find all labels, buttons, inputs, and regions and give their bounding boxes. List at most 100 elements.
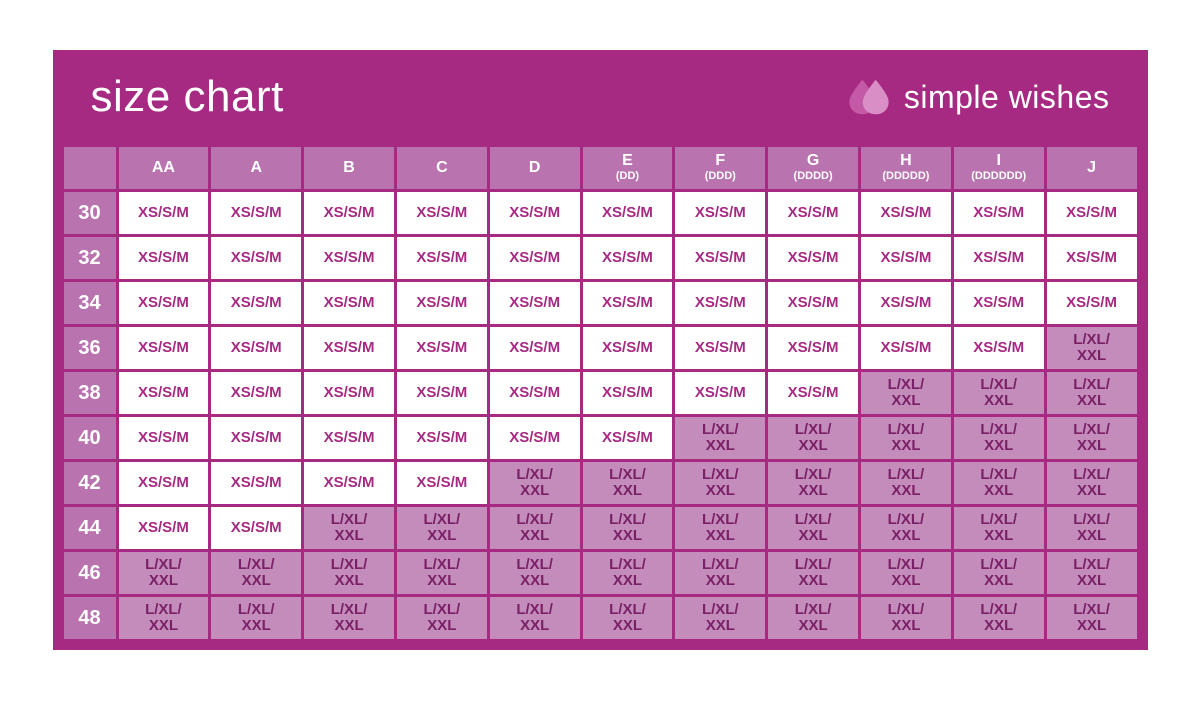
size-cell: XS/S/M (768, 282, 858, 324)
size-cell: XS/S/M (304, 372, 394, 414)
size-cell: XS/S/M (583, 237, 673, 279)
size-cell: L/XL/XXL (768, 552, 858, 594)
size-cell: L/XL/XXL (583, 552, 673, 594)
size-cell: XS/S/M (954, 192, 1044, 234)
table-row: 48L/XL/XXLL/XL/XXLL/XL/XXLL/XL/XXLL/XL/X… (64, 597, 1137, 639)
size-cell: XS/S/M (490, 282, 580, 324)
size-cell: L/XL/XXL (768, 507, 858, 549)
size-cell: L/XL/XXL (768, 597, 858, 639)
column-header: B (304, 147, 394, 189)
size-cell: XS/S/M (211, 417, 301, 459)
column-header: E(DD) (583, 147, 673, 189)
size-cell: L/XL/XXL (675, 417, 765, 459)
size-cell: L/XL/XXL (1047, 597, 1137, 639)
size-cell: XS/S/M (397, 462, 487, 504)
size-cell: L/XL/XXL (490, 507, 580, 549)
size-cell: L/XL/XXL (1047, 462, 1137, 504)
size-cell: L/XL/XXL (1047, 417, 1137, 459)
size-cell: L/XL/XXL (675, 552, 765, 594)
size-cell: L/XL/XXL (954, 507, 1044, 549)
size-cell: L/XL/XXL (490, 552, 580, 594)
size-cell: L/XL/XXL (861, 417, 951, 459)
size-cell: XS/S/M (119, 417, 209, 459)
corner-cell (64, 147, 116, 189)
size-cell: L/XL/XXL (397, 507, 487, 549)
size-cell: XS/S/M (304, 462, 394, 504)
table-row: 34XS/S/MXS/S/MXS/S/MXS/S/MXS/S/MXS/S/MXS… (64, 282, 1137, 324)
table-row: 42XS/S/MXS/S/MXS/S/MXS/S/ML/XL/XXLL/XL/X… (64, 462, 1137, 504)
row-header: 48 (64, 597, 116, 639)
column-header: C (397, 147, 487, 189)
size-cell: XS/S/M (119, 462, 209, 504)
size-cell: L/XL/XXL (675, 462, 765, 504)
table-row: 36XS/S/MXS/S/MXS/S/MXS/S/MXS/S/MXS/S/MXS… (64, 327, 1137, 369)
size-cell: L/XL/XXL (490, 597, 580, 639)
size-cell: XS/S/M (768, 372, 858, 414)
size-cell: L/XL/XXL (954, 372, 1044, 414)
size-cell: XS/S/M (861, 327, 951, 369)
size-cell: L/XL/XXL (768, 417, 858, 459)
size-cell: L/XL/XXL (119, 597, 209, 639)
size-cell: L/XL/XXL (675, 597, 765, 639)
size-cell: XS/S/M (211, 327, 301, 369)
size-cell: XS/S/M (490, 327, 580, 369)
size-cell: XS/S/M (583, 282, 673, 324)
size-cell: L/XL/XXL (861, 597, 951, 639)
size-cell: XS/S/M (211, 372, 301, 414)
size-cell: L/XL/XXL (861, 552, 951, 594)
size-cell: XS/S/M (583, 192, 673, 234)
size-cell: XS/S/M (397, 372, 487, 414)
size-cell: XS/S/M (861, 282, 951, 324)
size-cell: L/XL/XXL (397, 552, 487, 594)
row-header: 30 (64, 192, 116, 234)
row-header: 34 (64, 282, 116, 324)
table-row: 30XS/S/MXS/S/MXS/S/MXS/S/MXS/S/MXS/S/MXS… (64, 192, 1137, 234)
column-header: D (490, 147, 580, 189)
size-cell: XS/S/M (490, 237, 580, 279)
size-cell: XS/S/M (490, 372, 580, 414)
row-header: 40 (64, 417, 116, 459)
size-cell: XS/S/M (954, 237, 1044, 279)
size-cell: XS/S/M (583, 327, 673, 369)
size-cell: XS/S/M (397, 192, 487, 234)
size-cell: L/XL/XXL (675, 507, 765, 549)
size-cell: L/XL/XXL (768, 462, 858, 504)
size-cell: XS/S/M (304, 192, 394, 234)
size-cell: L/XL/XXL (1047, 552, 1137, 594)
size-cell: XS/S/M (1047, 237, 1137, 279)
row-header: 42 (64, 462, 116, 504)
size-cell: XS/S/M (675, 372, 765, 414)
column-header: H(DDDDD) (861, 147, 951, 189)
size-cell: XS/S/M (675, 237, 765, 279)
table-row: 46L/XL/XXLL/XL/XXLL/XL/XXLL/XL/XXLL/XL/X… (64, 552, 1137, 594)
size-cell: L/XL/XXL (861, 507, 951, 549)
size-cell: XS/S/M (119, 192, 209, 234)
size-cell: L/XL/XXL (583, 462, 673, 504)
size-cell: XS/S/M (304, 327, 394, 369)
size-cell: L/XL/XXL (397, 597, 487, 639)
column-header: AA (119, 147, 209, 189)
brand-text: simple wishes (904, 79, 1110, 116)
size-table: AAABCDE(DD)F(DDD)G(DDDD)H(DDDDD)I(DDDDDD… (61, 144, 1140, 642)
table-row: 44XS/S/MXS/S/ML/XL/XXLL/XL/XXLL/XL/XXLL/… (64, 507, 1137, 549)
column-header: G(DDDD) (768, 147, 858, 189)
size-cell: XS/S/M (304, 237, 394, 279)
table-row: 38XS/S/MXS/S/MXS/S/MXS/S/MXS/S/MXS/S/MXS… (64, 372, 1137, 414)
size-cell: XS/S/M (211, 282, 301, 324)
column-header-row: AAABCDE(DD)F(DDD)G(DDDD)H(DDDDD)I(DDDDDD… (64, 147, 1137, 189)
size-cell: L/XL/XXL (1047, 327, 1137, 369)
size-cell: XS/S/M (211, 237, 301, 279)
size-cell: L/XL/XXL (954, 417, 1044, 459)
column-header: F(DDD) (675, 147, 765, 189)
size-cell: XS/S/M (861, 192, 951, 234)
size-cell: XS/S/M (1047, 282, 1137, 324)
size-cell: XS/S/M (304, 417, 394, 459)
size-cell: XS/S/M (119, 327, 209, 369)
size-cell: L/XL/XXL (119, 552, 209, 594)
size-cell: XS/S/M (675, 282, 765, 324)
size-cell: XS/S/M (211, 507, 301, 549)
size-cell: XS/S/M (583, 372, 673, 414)
table-row: 32XS/S/MXS/S/MXS/S/MXS/S/MXS/S/MXS/S/MXS… (64, 237, 1137, 279)
size-cell: XS/S/M (768, 327, 858, 369)
size-cell: L/XL/XXL (211, 552, 301, 594)
